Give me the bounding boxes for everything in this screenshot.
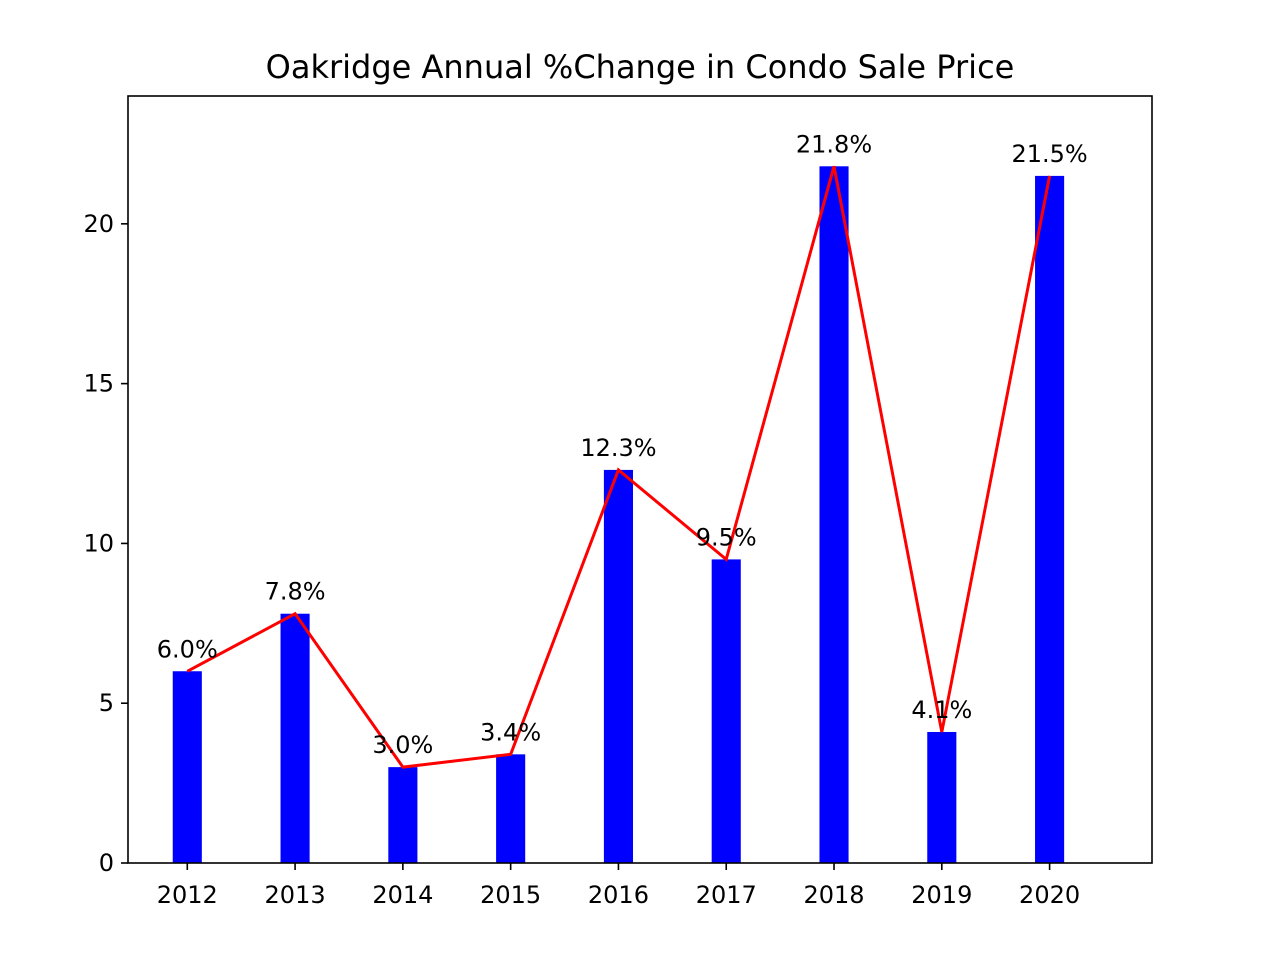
bar-2019 — [927, 731, 957, 863]
bar-2012 — [172, 671, 202, 863]
x-tick-label-2016: 2016 — [588, 881, 649, 909]
bar-2015 — [496, 754, 526, 863]
bar-2016 — [603, 469, 633, 863]
y-tick-label-15: 15 — [83, 370, 114, 398]
data-label-2012: 6.0% — [157, 635, 218, 663]
bars — [172, 166, 1065, 864]
bar-2014 — [388, 767, 418, 863]
x-tick-label-2012: 2012 — [157, 881, 218, 909]
y-tick-label-5: 5 — [99, 689, 114, 717]
plot-area: 6.0% 7.8% 3.0% 3.4% 12.3% 9.5% 21.8% 4.1% 21.5% — [127, 95, 1153, 864]
x-tick-label-2020: 2020 — [1019, 881, 1080, 909]
data-label-2014: 3.0% — [372, 731, 433, 759]
x-tick-label-2013: 2013 — [265, 881, 326, 909]
bar-2020 — [1035, 175, 1065, 864]
x-tick-label-2014: 2014 — [372, 881, 433, 909]
y-axis: 0 5 10 15 20 — [83, 210, 128, 877]
y-tick-label-10: 10 — [83, 529, 114, 557]
x-tick-label-2018: 2018 — [803, 881, 864, 909]
x-tick-label-2019: 2019 — [911, 881, 972, 909]
trend-line-path — [186, 165, 1052, 769]
y-tick-label-20: 20 — [83, 210, 114, 238]
chart-title: Oakridge Annual %Change in Condo Sale Pr… — [266, 48, 1015, 86]
data-labels: 6.0% 7.8% 3.0% 3.4% 12.3% 9.5% 21.8% 4.1% 21.5% — [157, 130, 1088, 759]
data-label-2013: 7.8% — [265, 578, 326, 606]
data-label-2015: 3.4% — [480, 718, 541, 746]
x-axis: 2012 2013 2014 2015 2016 2017 2018 2019 2020 — [157, 863, 1080, 909]
bar-2013 — [280, 613, 310, 863]
data-label-2016: 12.3% — [580, 434, 656, 462]
trend-line — [186, 165, 1052, 769]
bar-2017 — [711, 559, 741, 863]
bar-2018 — [819, 166, 849, 863]
data-label-2018: 21.8% — [796, 130, 872, 158]
x-tick-label-2017: 2017 — [696, 881, 757, 909]
x-tick-label-2015: 2015 — [480, 881, 541, 909]
data-label-2020: 21.5% — [1011, 140, 1087, 168]
axes-frame — [127, 95, 1153, 864]
data-label-2017: 9.5% — [696, 523, 757, 551]
data-label-2019: 4.1% — [911, 696, 972, 724]
y-tick-label-0: 0 — [99, 849, 114, 877]
